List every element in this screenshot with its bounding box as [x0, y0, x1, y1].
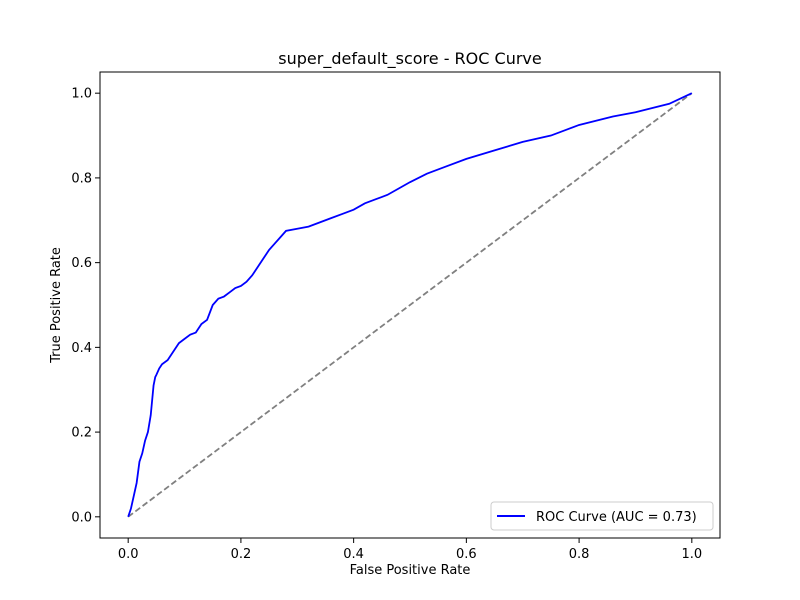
- y-tick-label: 0.6: [71, 256, 92, 271]
- series-layer: [127, 92, 693, 518]
- y-tick-label: 0.2: [71, 426, 92, 441]
- x-tick-label: 0.4: [343, 547, 364, 562]
- chart-title: super_default_score - ROC Curve: [278, 49, 541, 69]
- x-tick-label: 1.0: [681, 547, 702, 562]
- x-tick-label: 0.8: [569, 547, 590, 562]
- x-tick-label: 0.6: [456, 547, 477, 562]
- x-tick-label: 0.2: [231, 547, 252, 562]
- y-tick-label: 1.0: [71, 87, 92, 102]
- chance-diagonal-line: [127, 92, 693, 518]
- roc-curve-line: [127, 92, 693, 518]
- legend-box: [490, 501, 714, 531]
- x-axis-label: False Positive Rate: [350, 563, 471, 578]
- y-axis: 0.0 0.2 0.4 0.6 0.8 1.0: [71, 87, 100, 525]
- y-tick-label: 0.4: [71, 341, 92, 356]
- legend-label: ROC Curve (AUC = 0.73): [536, 510, 697, 525]
- x-tick-label: 0.0: [118, 547, 139, 562]
- legend: ROC Curve (AUC = 0.73): [490, 501, 714, 531]
- plot-frame: [99, 71, 721, 539]
- y-tick-label: 0.0: [71, 510, 92, 525]
- x-axis: 0.0 0.2 0.4 0.6 0.8 1.0: [118, 538, 702, 562]
- y-tick-label: 0.8: [71, 171, 92, 186]
- y-axis-label: True Positive Rate: [49, 247, 64, 364]
